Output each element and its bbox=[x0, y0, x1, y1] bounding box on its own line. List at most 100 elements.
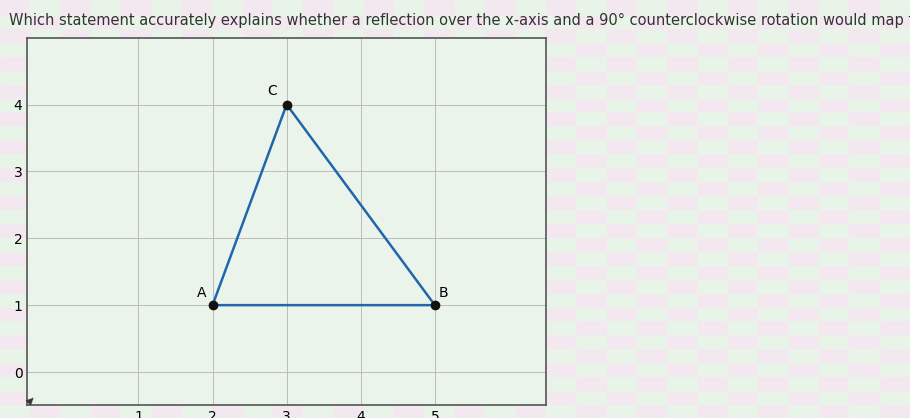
Bar bbox=[394, 279, 425, 293]
Bar bbox=[243, 376, 273, 390]
Bar bbox=[698, 28, 728, 42]
Bar bbox=[698, 167, 728, 181]
Bar bbox=[182, 112, 212, 125]
Bar bbox=[455, 181, 485, 195]
Bar bbox=[394, 70, 425, 84]
Bar bbox=[576, 334, 607, 348]
Bar bbox=[394, 153, 425, 167]
Bar bbox=[394, 237, 425, 251]
Bar bbox=[61, 279, 91, 293]
Bar bbox=[273, 125, 303, 139]
Bar bbox=[637, 56, 667, 70]
Bar bbox=[819, 279, 849, 293]
Bar bbox=[61, 84, 91, 97]
Bar bbox=[243, 279, 273, 293]
Bar bbox=[546, 362, 576, 376]
Bar bbox=[516, 209, 546, 223]
Bar bbox=[546, 376, 576, 390]
Bar bbox=[394, 28, 425, 42]
Bar bbox=[698, 181, 728, 195]
Bar bbox=[394, 376, 425, 390]
Bar bbox=[334, 237, 364, 251]
Bar bbox=[91, 293, 121, 306]
Bar bbox=[212, 390, 243, 404]
Bar bbox=[485, 153, 516, 167]
Bar bbox=[303, 0, 334, 14]
Bar bbox=[364, 139, 394, 153]
Bar bbox=[758, 265, 789, 279]
Bar bbox=[182, 237, 212, 251]
Bar bbox=[849, 56, 880, 70]
Bar bbox=[0, 0, 30, 14]
Bar bbox=[849, 223, 880, 237]
Bar bbox=[364, 293, 394, 306]
Bar bbox=[607, 237, 637, 251]
Bar bbox=[394, 223, 425, 237]
Bar bbox=[243, 139, 273, 153]
Bar bbox=[637, 84, 667, 97]
Bar bbox=[303, 195, 334, 209]
Bar bbox=[880, 376, 910, 390]
Bar bbox=[91, 251, 121, 265]
Bar bbox=[364, 321, 394, 334]
Bar bbox=[758, 348, 789, 362]
Bar bbox=[61, 97, 91, 112]
Bar bbox=[394, 362, 425, 376]
Bar bbox=[576, 265, 607, 279]
Bar bbox=[61, 265, 91, 279]
Bar bbox=[758, 42, 789, 56]
Bar bbox=[152, 348, 182, 362]
Bar bbox=[667, 181, 698, 195]
Bar bbox=[455, 167, 485, 181]
Bar bbox=[243, 265, 273, 279]
Bar bbox=[728, 237, 758, 251]
Bar bbox=[849, 209, 880, 223]
Bar bbox=[364, 0, 394, 14]
Bar bbox=[182, 348, 212, 362]
Bar bbox=[546, 195, 576, 209]
Bar bbox=[880, 195, 910, 209]
Bar bbox=[819, 209, 849, 223]
Bar bbox=[425, 70, 455, 84]
Bar bbox=[758, 237, 789, 251]
Bar bbox=[789, 84, 819, 97]
Bar bbox=[152, 181, 182, 195]
Bar bbox=[152, 223, 182, 237]
Bar bbox=[0, 14, 30, 28]
Bar bbox=[152, 28, 182, 42]
Bar bbox=[698, 97, 728, 112]
Bar bbox=[182, 181, 212, 195]
Bar bbox=[849, 14, 880, 28]
Bar bbox=[576, 404, 607, 418]
Bar bbox=[849, 84, 880, 97]
Bar bbox=[728, 139, 758, 153]
Bar bbox=[273, 404, 303, 418]
Bar bbox=[152, 70, 182, 84]
Bar bbox=[243, 209, 273, 223]
Bar bbox=[667, 390, 698, 404]
Bar bbox=[61, 112, 91, 125]
Bar bbox=[364, 97, 394, 112]
Bar bbox=[394, 14, 425, 28]
Bar bbox=[394, 167, 425, 181]
Bar bbox=[607, 70, 637, 84]
Bar bbox=[758, 139, 789, 153]
Bar bbox=[152, 84, 182, 97]
Bar bbox=[880, 0, 910, 14]
Bar bbox=[576, 14, 607, 28]
Bar bbox=[303, 237, 334, 251]
Bar bbox=[546, 112, 576, 125]
Bar bbox=[576, 209, 607, 223]
Bar bbox=[455, 112, 485, 125]
Bar bbox=[243, 0, 273, 14]
Bar bbox=[91, 14, 121, 28]
Bar bbox=[546, 223, 576, 237]
Bar bbox=[425, 265, 455, 279]
Bar bbox=[516, 348, 546, 362]
Bar bbox=[728, 306, 758, 321]
Bar bbox=[667, 0, 698, 14]
Bar bbox=[121, 293, 152, 306]
Bar bbox=[698, 376, 728, 390]
Bar bbox=[121, 0, 152, 14]
Bar bbox=[121, 42, 152, 56]
